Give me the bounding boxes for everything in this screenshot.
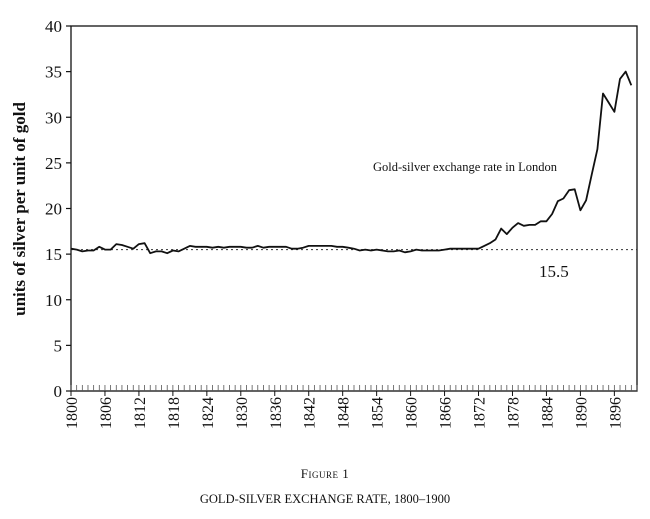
x-tick-label: 1896: [607, 397, 624, 429]
x-tick-label: 1878: [505, 397, 522, 429]
x-tick-label: 1890: [573, 397, 590, 429]
plot-frame: [70, 25, 638, 392]
series-line: [70, 70, 633, 255]
axes: 0 5 10 15 20 25 30 35 40 1800 1806 1812 1818 1824 1830…: [45, 17, 638, 429]
y-tick-label: 25: [45, 154, 62, 173]
x-tick-label: 1812: [132, 397, 149, 429]
x-tick-label: 1848: [336, 397, 353, 429]
x-tick-label: 1860: [404, 397, 421, 429]
figure-title: GOLD-SILVER EXCHANGE RATE, 1800–1900: [199, 492, 451, 506]
x-tick-label: 1866: [438, 397, 455, 429]
figure-label: Figure 1: [300, 466, 350, 481]
x-tick-label: 1884: [539, 397, 556, 429]
series-label: Gold-silver exchange rate in London: [373, 160, 558, 174]
x-tick-label: 1836: [268, 397, 285, 429]
y-tick-label: 20: [45, 200, 62, 219]
x-tick-label: 1842: [302, 397, 319, 429]
y-tick-label: 0: [54, 382, 63, 401]
y-tick-label: 5: [54, 336, 63, 355]
x-tick-label: 1872: [472, 397, 489, 429]
x-tick-label: 1824: [200, 397, 217, 429]
reference-value-label: 15.5: [539, 262, 569, 281]
series-group: [70, 70, 633, 255]
x-tick-label: 1830: [234, 397, 251, 429]
y-tick-label: 35: [45, 63, 62, 82]
y-axis-label: units of silver per unit of gold: [10, 102, 29, 316]
y-tick-label: 10: [45, 291, 62, 310]
y-tick-label: 30: [45, 108, 62, 127]
x-tick-label: 1800: [64, 397, 81, 429]
x-tick-label: 1806: [98, 397, 115, 429]
x-tick-label: 1854: [370, 397, 387, 429]
y-tick-label: 40: [45, 17, 62, 36]
x-tick-label: 1818: [166, 397, 183, 429]
y-tick-label: 15: [45, 245, 62, 264]
